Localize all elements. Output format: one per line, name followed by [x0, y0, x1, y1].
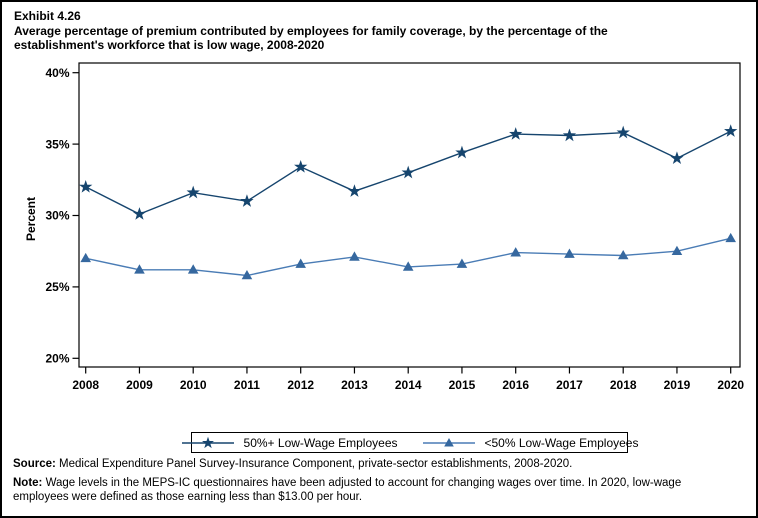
data-point-triangle [402, 261, 414, 271]
x-axis-tick-label: 2012 [287, 378, 314, 392]
source-text: Medical Expenditure Panel Survey-Insuran… [55, 458, 573, 470]
data-point-star [132, 207, 147, 220]
star-marker-icon [181, 436, 234, 448]
plot-border [78, 62, 741, 368]
data-point-triangle [349, 251, 360, 261]
star-glyph [201, 436, 214, 448]
data-point-star [240, 194, 254, 207]
chart-title-line-2: establishment's workforce that is low wa… [14, 38, 325, 53]
data-point-star [79, 179, 93, 193]
x-axis-tick-label: 2011 [234, 378, 260, 392]
x-axis-tick-label: 2016 [502, 378, 529, 392]
data-point-triangle [134, 264, 145, 274]
x-axis-tick-label: 2013 [341, 378, 368, 392]
data-point-star [509, 127, 523, 140]
x-axis-tick-label: 2018 [610, 378, 637, 392]
data-point-triangle [295, 258, 306, 268]
data-point-triangle [187, 264, 199, 274]
data-point-star [347, 184, 362, 197]
legend-label-50plus: 50%+ Low-Wage Employees [243, 435, 398, 450]
method-note: Note: Wage levels in the MEPS-IC questio… [13, 477, 733, 505]
legend: 50%+ Low-Wage Employees <50% Low-Wage Em… [181, 432, 638, 453]
data-point-star [616, 125, 630, 139]
note-label: Note: [13, 476, 43, 489]
x-axis-tick-label: 2010 [180, 378, 207, 392]
x-axis-tick-label: 2014 [395, 378, 422, 392]
data-point-triangle [617, 249, 629, 260]
data-point-star [670, 151, 684, 165]
data-point-star [186, 185, 200, 199]
data-point-triangle [241, 269, 253, 280]
source-label: Source: [13, 458, 56, 470]
data-point-triangle [564, 248, 575, 258]
data-point-triangle [456, 258, 468, 268]
data-point-triangle [671, 245, 683, 256]
y-axis-tick-label: 20% [45, 352, 69, 366]
data-point-star [724, 124, 738, 137]
y-axis-tick-label: 40% [45, 66, 69, 80]
x-axis-tick-label: 2015 [449, 378, 476, 392]
x-axis-tick-label: 2019 [664, 378, 691, 392]
note-text: Wage levels in the MEPS-IC questionnaire… [13, 476, 682, 503]
data-point-triangle [725, 232, 736, 243]
x-axis-tick-label: 2009 [126, 378, 153, 392]
y-axis-tick-label: 35% [45, 137, 69, 151]
legend-item-50plus: 50%+ Low-Wage Employees [181, 435, 398, 451]
source-note: Source: Medical Expenditure Panel Survey… [13, 458, 733, 472]
triangle-glyph [443, 437, 454, 446]
legend-label-under50: <50% Low-Wage Employees [484, 435, 639, 450]
chart-title-line-1: Average percentage of premium contribute… [14, 23, 608, 38]
data-point-triangle [510, 247, 521, 257]
data-point-star [401, 165, 415, 179]
y-axis-tick-label: 25% [45, 280, 69, 294]
chart-header: Exhibit 4.26 Average percentage of premi… [14, 9, 744, 53]
data-point-star [562, 128, 577, 142]
x-axis-tick-label: 2008 [72, 378, 99, 392]
data-point-star [294, 159, 308, 173]
y-axis-title: Percent [24, 197, 38, 241]
data-point-triangle [80, 252, 91, 263]
footnotes: Source: Medical Expenditure Panel Survey… [13, 458, 733, 504]
legend-item-under50: <50% Low-Wage Employees [422, 435, 639, 451]
x-axis-tick-label: 2017 [556, 378, 583, 392]
x-axis-tick-label: 2020 [717, 378, 744, 392]
exhibit-number: Exhibit 4.26 [14, 9, 81, 23]
y-axis-tick-label: 30% [45, 209, 69, 223]
triangle-marker-icon [422, 437, 475, 446]
data-point-star [455, 145, 469, 159]
